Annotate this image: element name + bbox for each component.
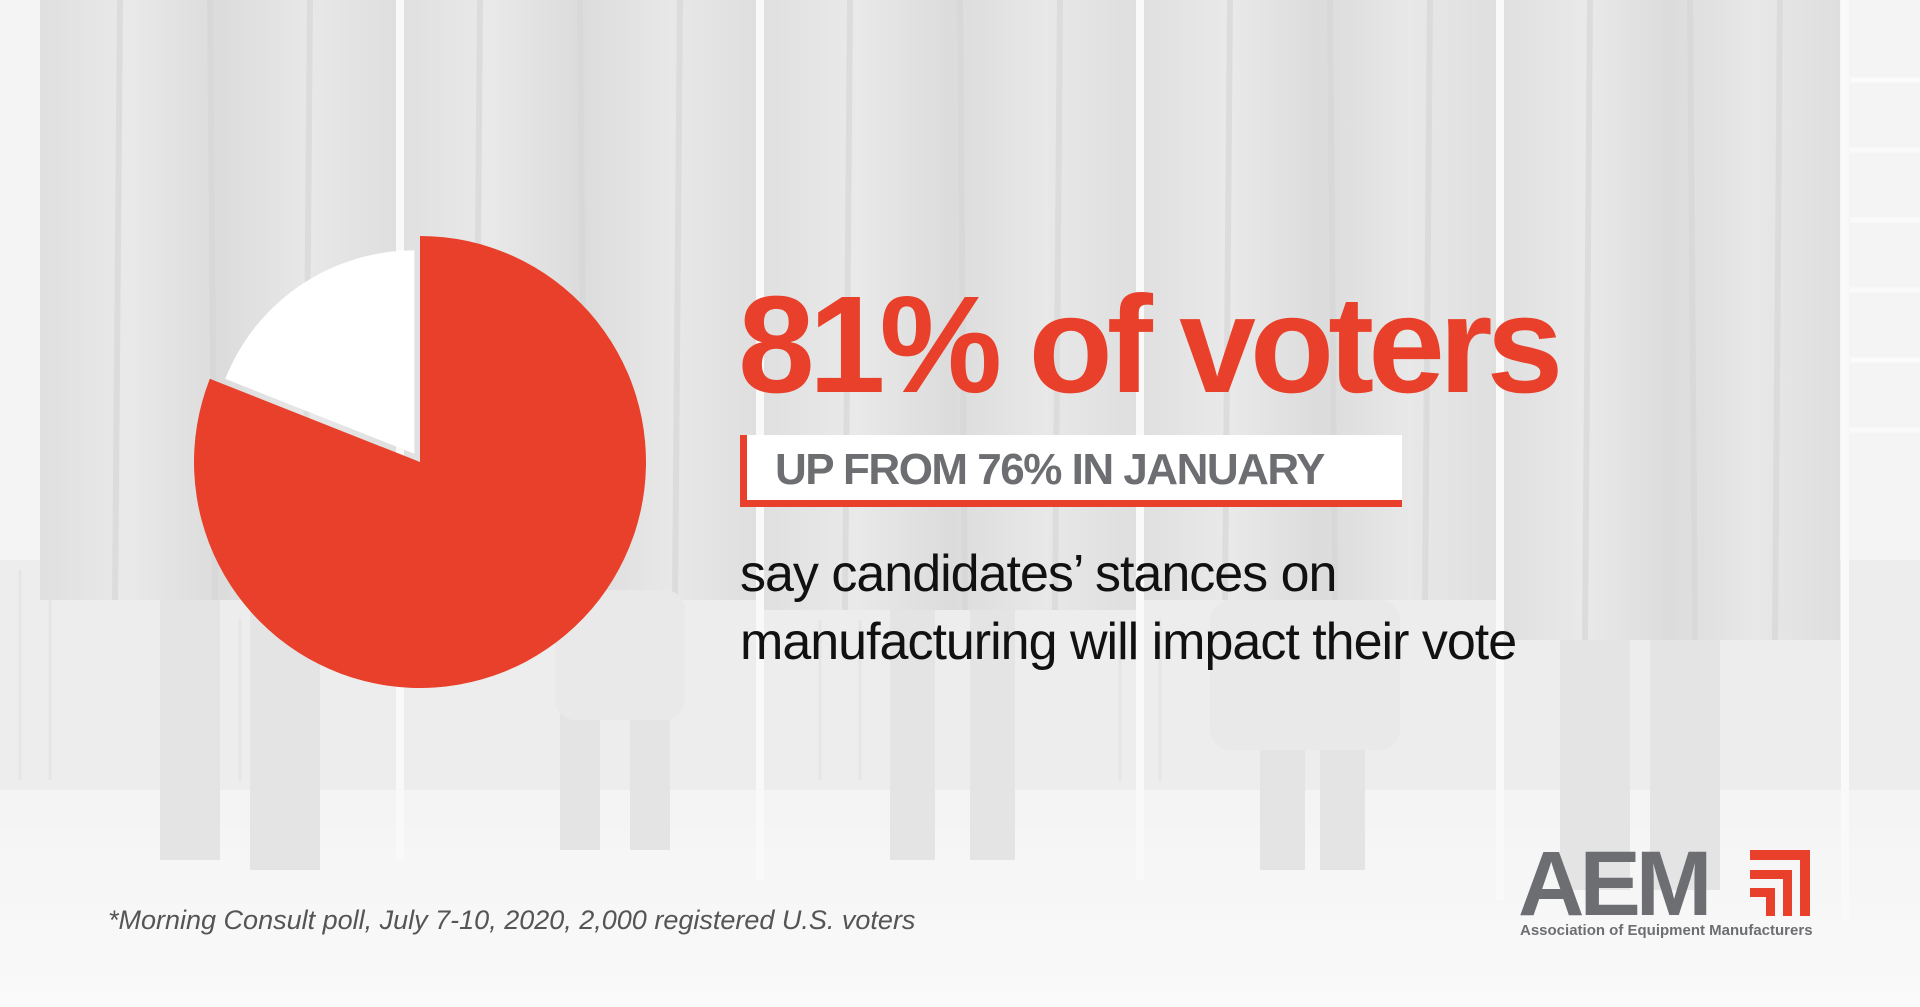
- description-line-1: say candidates’ stances on: [740, 545, 1337, 603]
- aem-logo: AEM Association of Equipment Manufacture…: [1518, 838, 1818, 948]
- logo-letters: AEM: [1518, 833, 1712, 935]
- description-line-2: manufacturing will impact their vote: [740, 613, 1517, 671]
- source-footnote: *Morning Consult poll, July 7-10, 2020, …: [108, 905, 916, 935]
- aem-bracket-mark-icon: [1750, 850, 1810, 916]
- pie-chart: [193, 236, 646, 688]
- headline-stat: 81% of voters: [738, 268, 1563, 422]
- pie-slice-other: [225, 250, 415, 454]
- subhead-callout: UP FROM 76% IN JANUARY: [740, 435, 1402, 507]
- stat-description: say candidates’ stances on manufacturing…: [740, 540, 1740, 676]
- logo-organization-name: Association of Equipment Manufacturers: [1520, 922, 1813, 939]
- pie-slice-impact: [193, 236, 646, 688]
- subhead-text: UP FROM 76% IN JANUARY: [775, 445, 1325, 494]
